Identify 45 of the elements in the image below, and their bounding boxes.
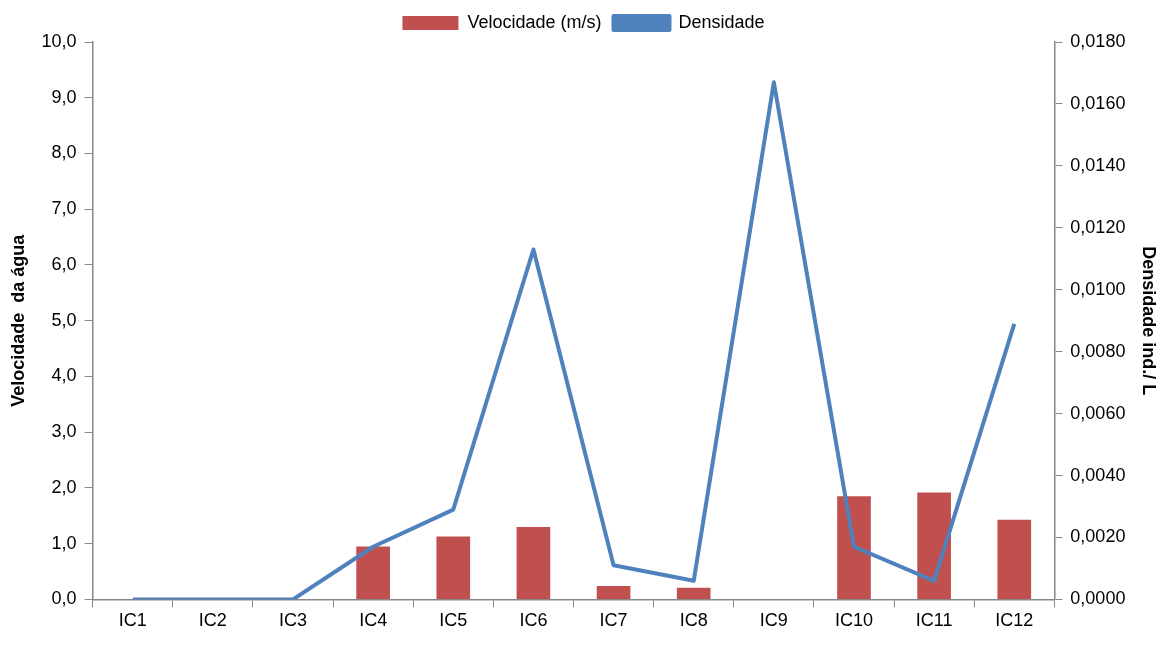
y-tick-label: 4,0: [51, 365, 77, 386]
x-tick-label: IC9: [759, 610, 788, 631]
x-tick-label: IC2: [198, 610, 227, 631]
y2-tick-label: 0,0140: [1070, 154, 1126, 175]
bar: [917, 492, 951, 599]
bar: [837, 496, 871, 599]
y2-tick-label: 0,0000: [1070, 588, 1126, 609]
y2-tick-label: 0,0020: [1070, 526, 1126, 547]
y-tick-label: 9,0: [51, 86, 77, 107]
y2-tick-label: 0,0040: [1070, 464, 1126, 485]
y-tick-label: 2,0: [51, 476, 77, 497]
x-tick-label: IC4: [359, 610, 388, 631]
y-tick-label: 5,0: [51, 309, 77, 330]
bar: [997, 519, 1032, 599]
bar: [356, 546, 390, 599]
y2-tick-label: 0,0160: [1070, 92, 1126, 113]
y-tick-label: 0,0: [51, 588, 77, 609]
y-tick-label: 3,0: [51, 421, 77, 442]
y-tick-label: 10,0: [41, 30, 77, 51]
y2-tick-label: 0,0100: [1070, 278, 1126, 299]
y-axis-title: Velocidade da água: [7, 233, 28, 407]
x-tick-label: IC5: [439, 610, 468, 631]
x-tick-label: IC6: [519, 610, 548, 631]
x-tick-label: IC3: [278, 610, 307, 631]
x-tick-label: IC8: [679, 610, 708, 631]
y2-tick-label: 0,0080: [1070, 340, 1126, 361]
x-tick-label: IC7: [599, 610, 628, 631]
y2-tick-label: 0,0120: [1070, 216, 1126, 237]
legend-label: Velocidade (m/s): [467, 11, 602, 32]
y-tick-label: 7,0: [51, 198, 77, 219]
bar: [676, 587, 711, 599]
x-tick-label: IC1: [118, 610, 147, 631]
x-tick-label: IC10: [834, 610, 873, 631]
bar: [436, 536, 471, 599]
x-tick-label: IC12: [995, 610, 1034, 631]
y-tick-label: 6,0: [51, 253, 77, 274]
x-tick-label: IC11: [915, 610, 953, 631]
legend-label: Densidade: [678, 11, 765, 32]
bar: [516, 526, 551, 599]
y-tick-label: 1,0: [51, 532, 77, 553]
y2-axis-title: Densidade ind./ L: [1139, 246, 1160, 396]
y2-tick-label: 0,0180: [1070, 30, 1126, 51]
y-tick-label: 8,0: [51, 142, 77, 163]
bar: [596, 586, 631, 599]
y2-tick-label: 0,0060: [1070, 402, 1126, 423]
